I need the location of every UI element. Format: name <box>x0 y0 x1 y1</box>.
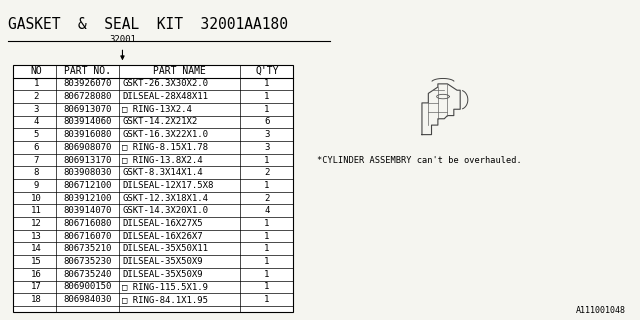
Text: PART NAME: PART NAME <box>154 66 206 76</box>
Text: 13: 13 <box>31 232 42 241</box>
Text: 5: 5 <box>34 130 39 139</box>
Text: 2: 2 <box>34 92 39 101</box>
Text: 6: 6 <box>264 117 269 126</box>
Text: 7: 7 <box>34 156 39 164</box>
Text: 1: 1 <box>264 156 269 164</box>
Text: PART NO.: PART NO. <box>64 66 111 76</box>
Text: 14: 14 <box>31 244 42 253</box>
Text: DILSEAL-16X26X7: DILSEAL-16X26X7 <box>122 232 203 241</box>
Text: DILSEAL-12X17.5X8: DILSEAL-12X17.5X8 <box>122 181 214 190</box>
Text: 1: 1 <box>264 244 269 253</box>
Text: DILSEAL-35X50X9: DILSEAL-35X50X9 <box>122 270 203 279</box>
Text: □ RING-8.15X1.78: □ RING-8.15X1.78 <box>122 143 209 152</box>
Text: 806735230: 806735230 <box>63 257 111 266</box>
Text: 806900150: 806900150 <box>63 282 111 292</box>
Text: *CYLINDER ASSEMBRY can't be overhauled.: *CYLINDER ASSEMBRY can't be overhauled. <box>317 156 522 164</box>
Text: 6: 6 <box>34 143 39 152</box>
Text: 17: 17 <box>31 282 42 292</box>
Text: 1: 1 <box>264 105 269 114</box>
Text: DILSEAL-16X27X5: DILSEAL-16X27X5 <box>122 219 203 228</box>
Text: GSKT-16.3X22X1.0: GSKT-16.3X22X1.0 <box>122 130 209 139</box>
Text: □ RING-115.5X1.9: □ RING-115.5X1.9 <box>122 282 209 292</box>
Text: DILSEAL-28X48X11: DILSEAL-28X48X11 <box>122 92 209 101</box>
Text: 1: 1 <box>264 257 269 266</box>
Text: 4: 4 <box>34 117 39 126</box>
Text: 806735210: 806735210 <box>63 244 111 253</box>
Text: 2: 2 <box>264 168 269 177</box>
Text: 803926070: 803926070 <box>63 79 111 88</box>
Text: 1: 1 <box>264 181 269 190</box>
Text: GSKT-12.3X18X1.4: GSKT-12.3X18X1.4 <box>122 194 209 203</box>
Text: 11: 11 <box>31 206 42 215</box>
Text: 1: 1 <box>264 92 269 101</box>
FancyArrowPatch shape <box>121 50 124 59</box>
Text: 806716080: 806716080 <box>63 219 111 228</box>
Text: 3: 3 <box>264 143 269 152</box>
Text: 15: 15 <box>31 257 42 266</box>
Text: 1: 1 <box>264 295 269 304</box>
Text: 806913070: 806913070 <box>63 105 111 114</box>
Text: □ RING-13.8X2.4: □ RING-13.8X2.4 <box>122 156 203 164</box>
Text: 806913170: 806913170 <box>63 156 111 164</box>
Text: GSKT-14.3X20X1.0: GSKT-14.3X20X1.0 <box>122 206 209 215</box>
Text: DILSEAL-35X50X11: DILSEAL-35X50X11 <box>122 244 209 253</box>
Text: 803914070: 803914070 <box>63 206 111 215</box>
Text: 803912100: 803912100 <box>63 194 111 203</box>
Text: 806716070: 806716070 <box>63 232 111 241</box>
Text: 16: 16 <box>31 270 42 279</box>
Text: 2: 2 <box>264 194 269 203</box>
Text: 32001: 32001 <box>109 35 136 44</box>
Text: 806728080: 806728080 <box>63 92 111 101</box>
Text: 4: 4 <box>264 206 269 215</box>
Text: 1: 1 <box>264 270 269 279</box>
Text: 18: 18 <box>31 295 42 304</box>
Text: 806735240: 806735240 <box>63 270 111 279</box>
Text: 1: 1 <box>34 79 39 88</box>
Text: 1: 1 <box>264 219 269 228</box>
Text: GSKT-8.3X14X1.4: GSKT-8.3X14X1.4 <box>122 168 203 177</box>
Text: 9: 9 <box>34 181 39 190</box>
Text: GSKT-14.2X21X2: GSKT-14.2X21X2 <box>122 117 198 126</box>
Text: 12: 12 <box>31 219 42 228</box>
Text: A111001048: A111001048 <box>576 307 626 316</box>
Text: 10: 10 <box>31 194 42 203</box>
Text: 8: 8 <box>34 168 39 177</box>
Text: GSKT-26.3X30X2.0: GSKT-26.3X30X2.0 <box>122 79 209 88</box>
Text: 806984030: 806984030 <box>63 295 111 304</box>
Text: 1: 1 <box>264 232 269 241</box>
Text: 1: 1 <box>264 282 269 292</box>
Text: 806712100: 806712100 <box>63 181 111 190</box>
Text: 806908070: 806908070 <box>63 143 111 152</box>
Text: 803916080: 803916080 <box>63 130 111 139</box>
Text: 3: 3 <box>34 105 39 114</box>
Text: DILSEAL-35X50X9: DILSEAL-35X50X9 <box>122 257 203 266</box>
Text: NO: NO <box>31 66 42 76</box>
Text: 1: 1 <box>264 79 269 88</box>
Text: 803908030: 803908030 <box>63 168 111 177</box>
Bar <box>13 65 293 312</box>
Text: □ RING-84.1X1.95: □ RING-84.1X1.95 <box>122 295 209 304</box>
Text: Q'TY: Q'TY <box>255 66 278 76</box>
Text: 3: 3 <box>264 130 269 139</box>
Text: 803914060: 803914060 <box>63 117 111 126</box>
Text: GASKET  &  SEAL  KIT  32001AA180: GASKET & SEAL KIT 32001AA180 <box>8 17 288 32</box>
Text: □ RING-13X2.4: □ RING-13X2.4 <box>122 105 193 114</box>
